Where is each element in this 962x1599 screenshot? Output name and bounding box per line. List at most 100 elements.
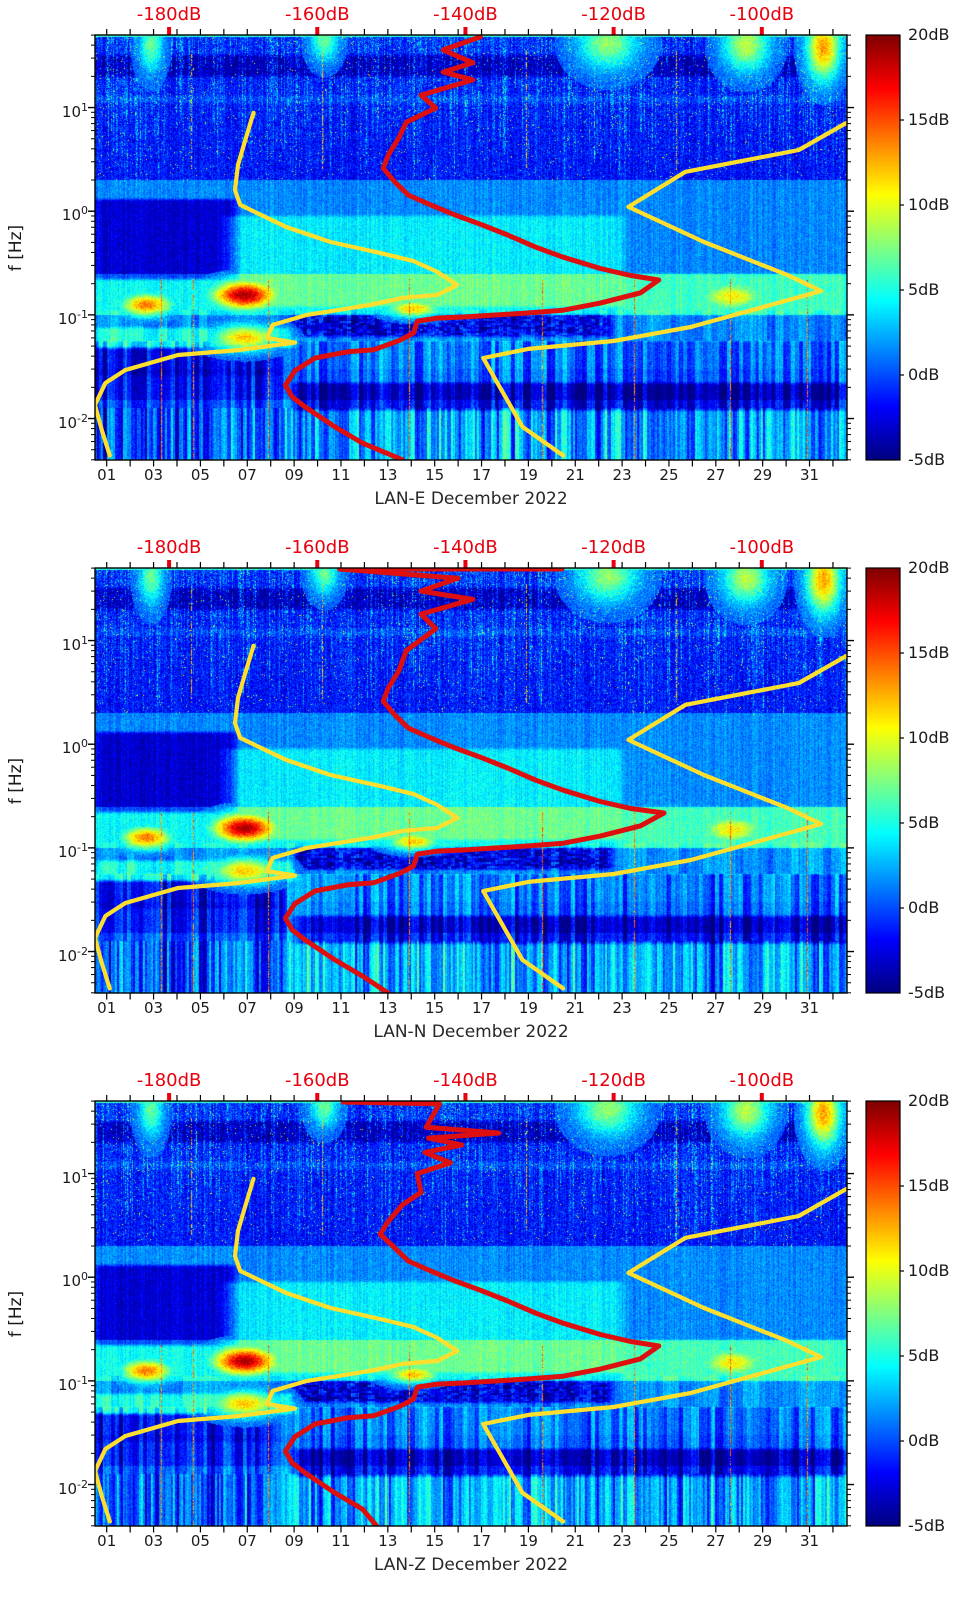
y-tick-exponent: -2 [77, 411, 88, 425]
y-tick-mantissa: 10 [61, 1168, 81, 1187]
colorbar-label: 10dB [908, 1261, 950, 1280]
y-tick-exponent: -2 [77, 1477, 88, 1491]
colorbar-gradient [866, 35, 900, 460]
x-tick-label: 31 [799, 1532, 820, 1550]
top-axis-red-tick [759, 560, 764, 568]
y-axis-title: f [Hz] [6, 224, 26, 271]
top-axis-red-tick [315, 27, 320, 35]
x-tick-label: 03 [144, 1532, 164, 1550]
top-axis-label: -160dB [284, 1070, 350, 1091]
y-tick-mantissa: 10 [61, 635, 81, 654]
y-tick-label: 10-2 [28, 1474, 88, 1498]
x-tick-label: 15 [425, 466, 445, 484]
x-tick-label: 11 [331, 999, 351, 1017]
x-tick-label: 25 [659, 1532, 679, 1550]
top-axis-label: -100dB [729, 4, 795, 25]
x-tick-label: 21 [565, 999, 585, 1017]
x-tick-label: 17 [471, 1532, 492, 1550]
y-axis-title: f [Hz] [6, 1290, 26, 1337]
y-tick-exponent: 1 [81, 100, 88, 114]
x-tick-label: 19 [518, 1532, 538, 1550]
x-tick-label: 09 [284, 1532, 304, 1550]
y-tick-exponent: -1 [77, 307, 88, 321]
colorbar-label: 20dB [908, 25, 950, 44]
spectrogram-canvas [95, 568, 847, 993]
x-tick-label: 07 [237, 466, 257, 484]
x-tick-label: 13 [378, 466, 398, 484]
colorbar-label: 0dB [908, 1431, 940, 1450]
y-tick-mantissa: 10 [61, 102, 81, 121]
x-tick-label: 01 [97, 999, 117, 1017]
colorbar-label: 10dB [908, 728, 950, 747]
top-axis-label: -180dB [136, 537, 202, 558]
x-tick-label: 21 [565, 1532, 585, 1550]
colorbar-label: 15dB [908, 643, 950, 662]
top-axis-label: -100dB [729, 537, 795, 558]
colorbar-label: 20dB [908, 1091, 950, 1110]
top-axis-label: -180dB [136, 4, 202, 25]
x-tick-label: 01 [97, 466, 117, 484]
x-tick-label: 19 [518, 466, 538, 484]
panel-title: LAN-Z December 2022 [373, 1555, 569, 1575]
top-axis-label: -160dB [284, 537, 350, 558]
top-axis-label: -100dB [729, 1070, 795, 1091]
top-axis-label: -140dB [433, 1070, 498, 1091]
y-tick-label: 10-2 [28, 408, 88, 432]
top-axis-label: -120dB [581, 4, 646, 25]
x-tick-label: 25 [659, 466, 679, 484]
top-axis-red-tick [167, 27, 172, 35]
y-tick-label: 10-2 [28, 941, 88, 965]
x-tick-label: 15 [425, 999, 445, 1017]
x-tick-label: 21 [565, 466, 585, 484]
top-axis-label: -120dB [581, 1070, 646, 1091]
y-tick-exponent: -2 [77, 944, 88, 958]
y-tick-exponent: 1 [81, 1166, 88, 1180]
top-axis-label: -160dB [284, 4, 350, 25]
y-tick-label: 10-1 [28, 304, 88, 328]
top-axis-red-tick [759, 27, 764, 35]
top-axis-red-tick [463, 27, 468, 35]
x-tick-label: 27 [706, 1532, 726, 1550]
y-tick-label: 101 [28, 97, 88, 121]
top-axis-red-tick [463, 1093, 468, 1101]
x-tick-label: 05 [190, 999, 210, 1017]
x-tick-label: 07 [237, 1532, 257, 1550]
top-axis-label: -140dB [433, 4, 498, 25]
top-axis-red-tick [759, 1093, 764, 1101]
x-tick-label: 11 [331, 1532, 351, 1550]
x-tick-label: 11 [331, 466, 351, 484]
spectrogram-panel-lan-n: -180dB -160dB -140dB -120dB -100dB 01 03 05 07 09… [0, 533, 962, 1066]
x-tick-label: 07 [237, 999, 257, 1017]
y-tick-mantissa: 10 [57, 413, 78, 432]
colorbar-label: 0dB [908, 898, 940, 917]
spectrogram-canvas [95, 35, 847, 460]
colorbar-label: 20dB [908, 558, 950, 577]
x-tick-label: 13 [378, 999, 398, 1017]
y-tick-label: 100 [28, 1266, 88, 1291]
x-tick-label: 01 [97, 1532, 117, 1550]
colorbar-label: 15dB [908, 110, 950, 129]
y-tick-label: 101 [28, 630, 88, 654]
x-tick-label: 05 [190, 1532, 210, 1550]
top-axis-label: -120dB [581, 537, 646, 558]
y-tick-mantissa: 10 [57, 1479, 78, 1498]
x-tick-label: 29 [753, 1532, 773, 1550]
x-tick-label: 03 [144, 999, 164, 1017]
x-tick-label: 03 [144, 466, 164, 484]
colorbar-label: 0dB [908, 365, 940, 384]
panel-title: LAN-N December 2022 [373, 1022, 569, 1042]
x-tick-label: 19 [518, 999, 538, 1017]
x-tick-label: 13 [378, 1532, 398, 1550]
spectrogram-panel-lan-z: -180dB -160dB -140dB -120dB -100dB 01 03 05 07 09… [0, 1066, 962, 1599]
y-tick-exponent: 0 [81, 1270, 88, 1284]
top-axis-red-tick [463, 560, 468, 568]
top-axis-red-tick [611, 560, 616, 568]
y-tick-exponent: -1 [77, 840, 88, 854]
y-tick-mantissa: 10 [61, 1272, 81, 1291]
x-tick-label: 09 [284, 999, 304, 1017]
colorbar-label: -5dB [908, 1516, 946, 1535]
spectrogram-canvas [95, 1101, 847, 1526]
y-tick-mantissa: 10 [61, 739, 81, 758]
top-axis-label: -140dB [433, 537, 498, 558]
spectrogram-panel-lan-e: -180dB -160dB -140dB -120dB -100dB 01 03 05 07 09… [0, 0, 962, 533]
